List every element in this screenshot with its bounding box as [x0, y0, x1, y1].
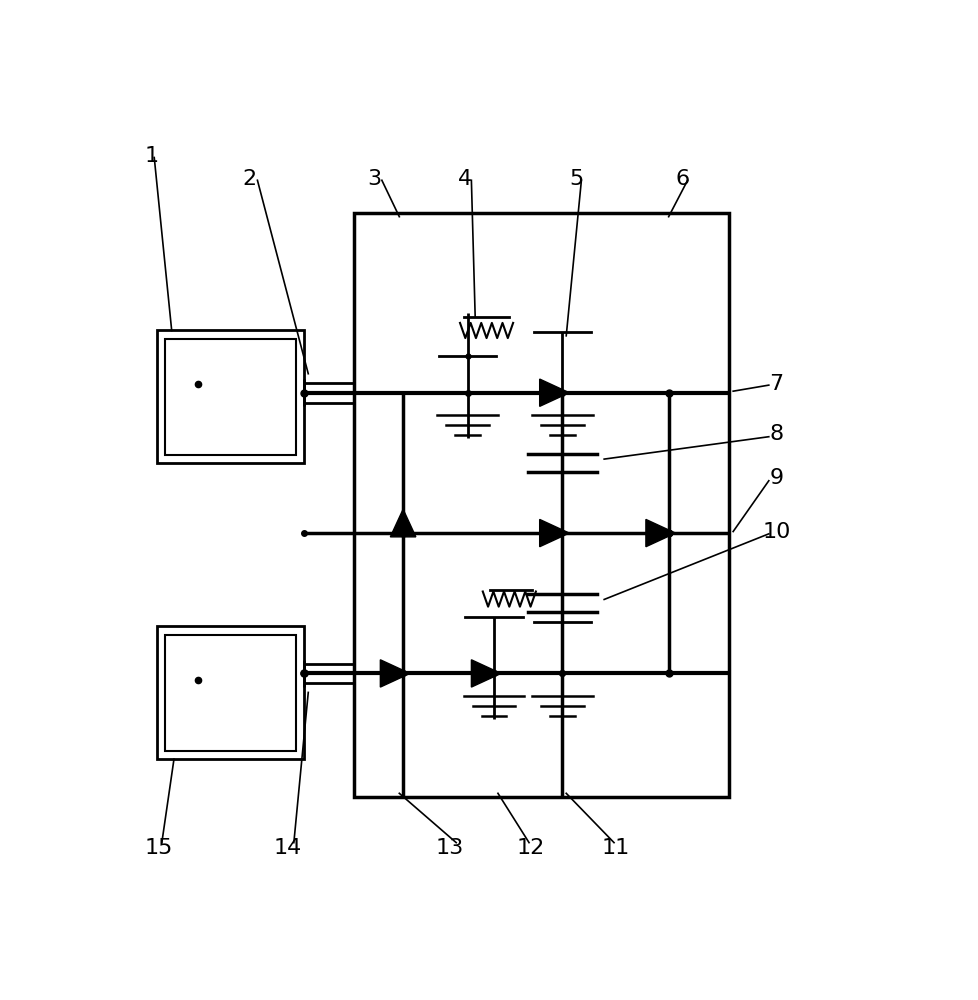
Text: 7: 7	[769, 374, 782, 394]
Bar	[164, 635, 295, 751]
Text: 15: 15	[145, 838, 173, 858]
Bar	[156, 626, 304, 759]
Text: 3: 3	[367, 169, 381, 189]
Text: 11: 11	[600, 838, 629, 858]
Polygon shape	[390, 509, 416, 537]
Polygon shape	[539, 519, 568, 547]
Text: 14: 14	[274, 838, 301, 858]
Text: 12: 12	[516, 838, 544, 858]
Text: 1: 1	[144, 146, 158, 166]
Text: 6: 6	[675, 169, 689, 189]
Bar	[156, 330, 304, 463]
Text: 4: 4	[458, 169, 472, 189]
Text: 2: 2	[243, 169, 256, 189]
Text: 8: 8	[769, 424, 782, 444]
Polygon shape	[645, 519, 675, 547]
Text: 13: 13	[435, 838, 464, 858]
Polygon shape	[470, 660, 501, 687]
Text: 5: 5	[568, 169, 583, 189]
Bar	[353, 213, 729, 797]
Polygon shape	[539, 379, 568, 406]
Text: 9: 9	[769, 468, 782, 488]
Text: 10: 10	[762, 522, 790, 542]
Polygon shape	[379, 660, 410, 687]
Bar	[164, 339, 295, 455]
